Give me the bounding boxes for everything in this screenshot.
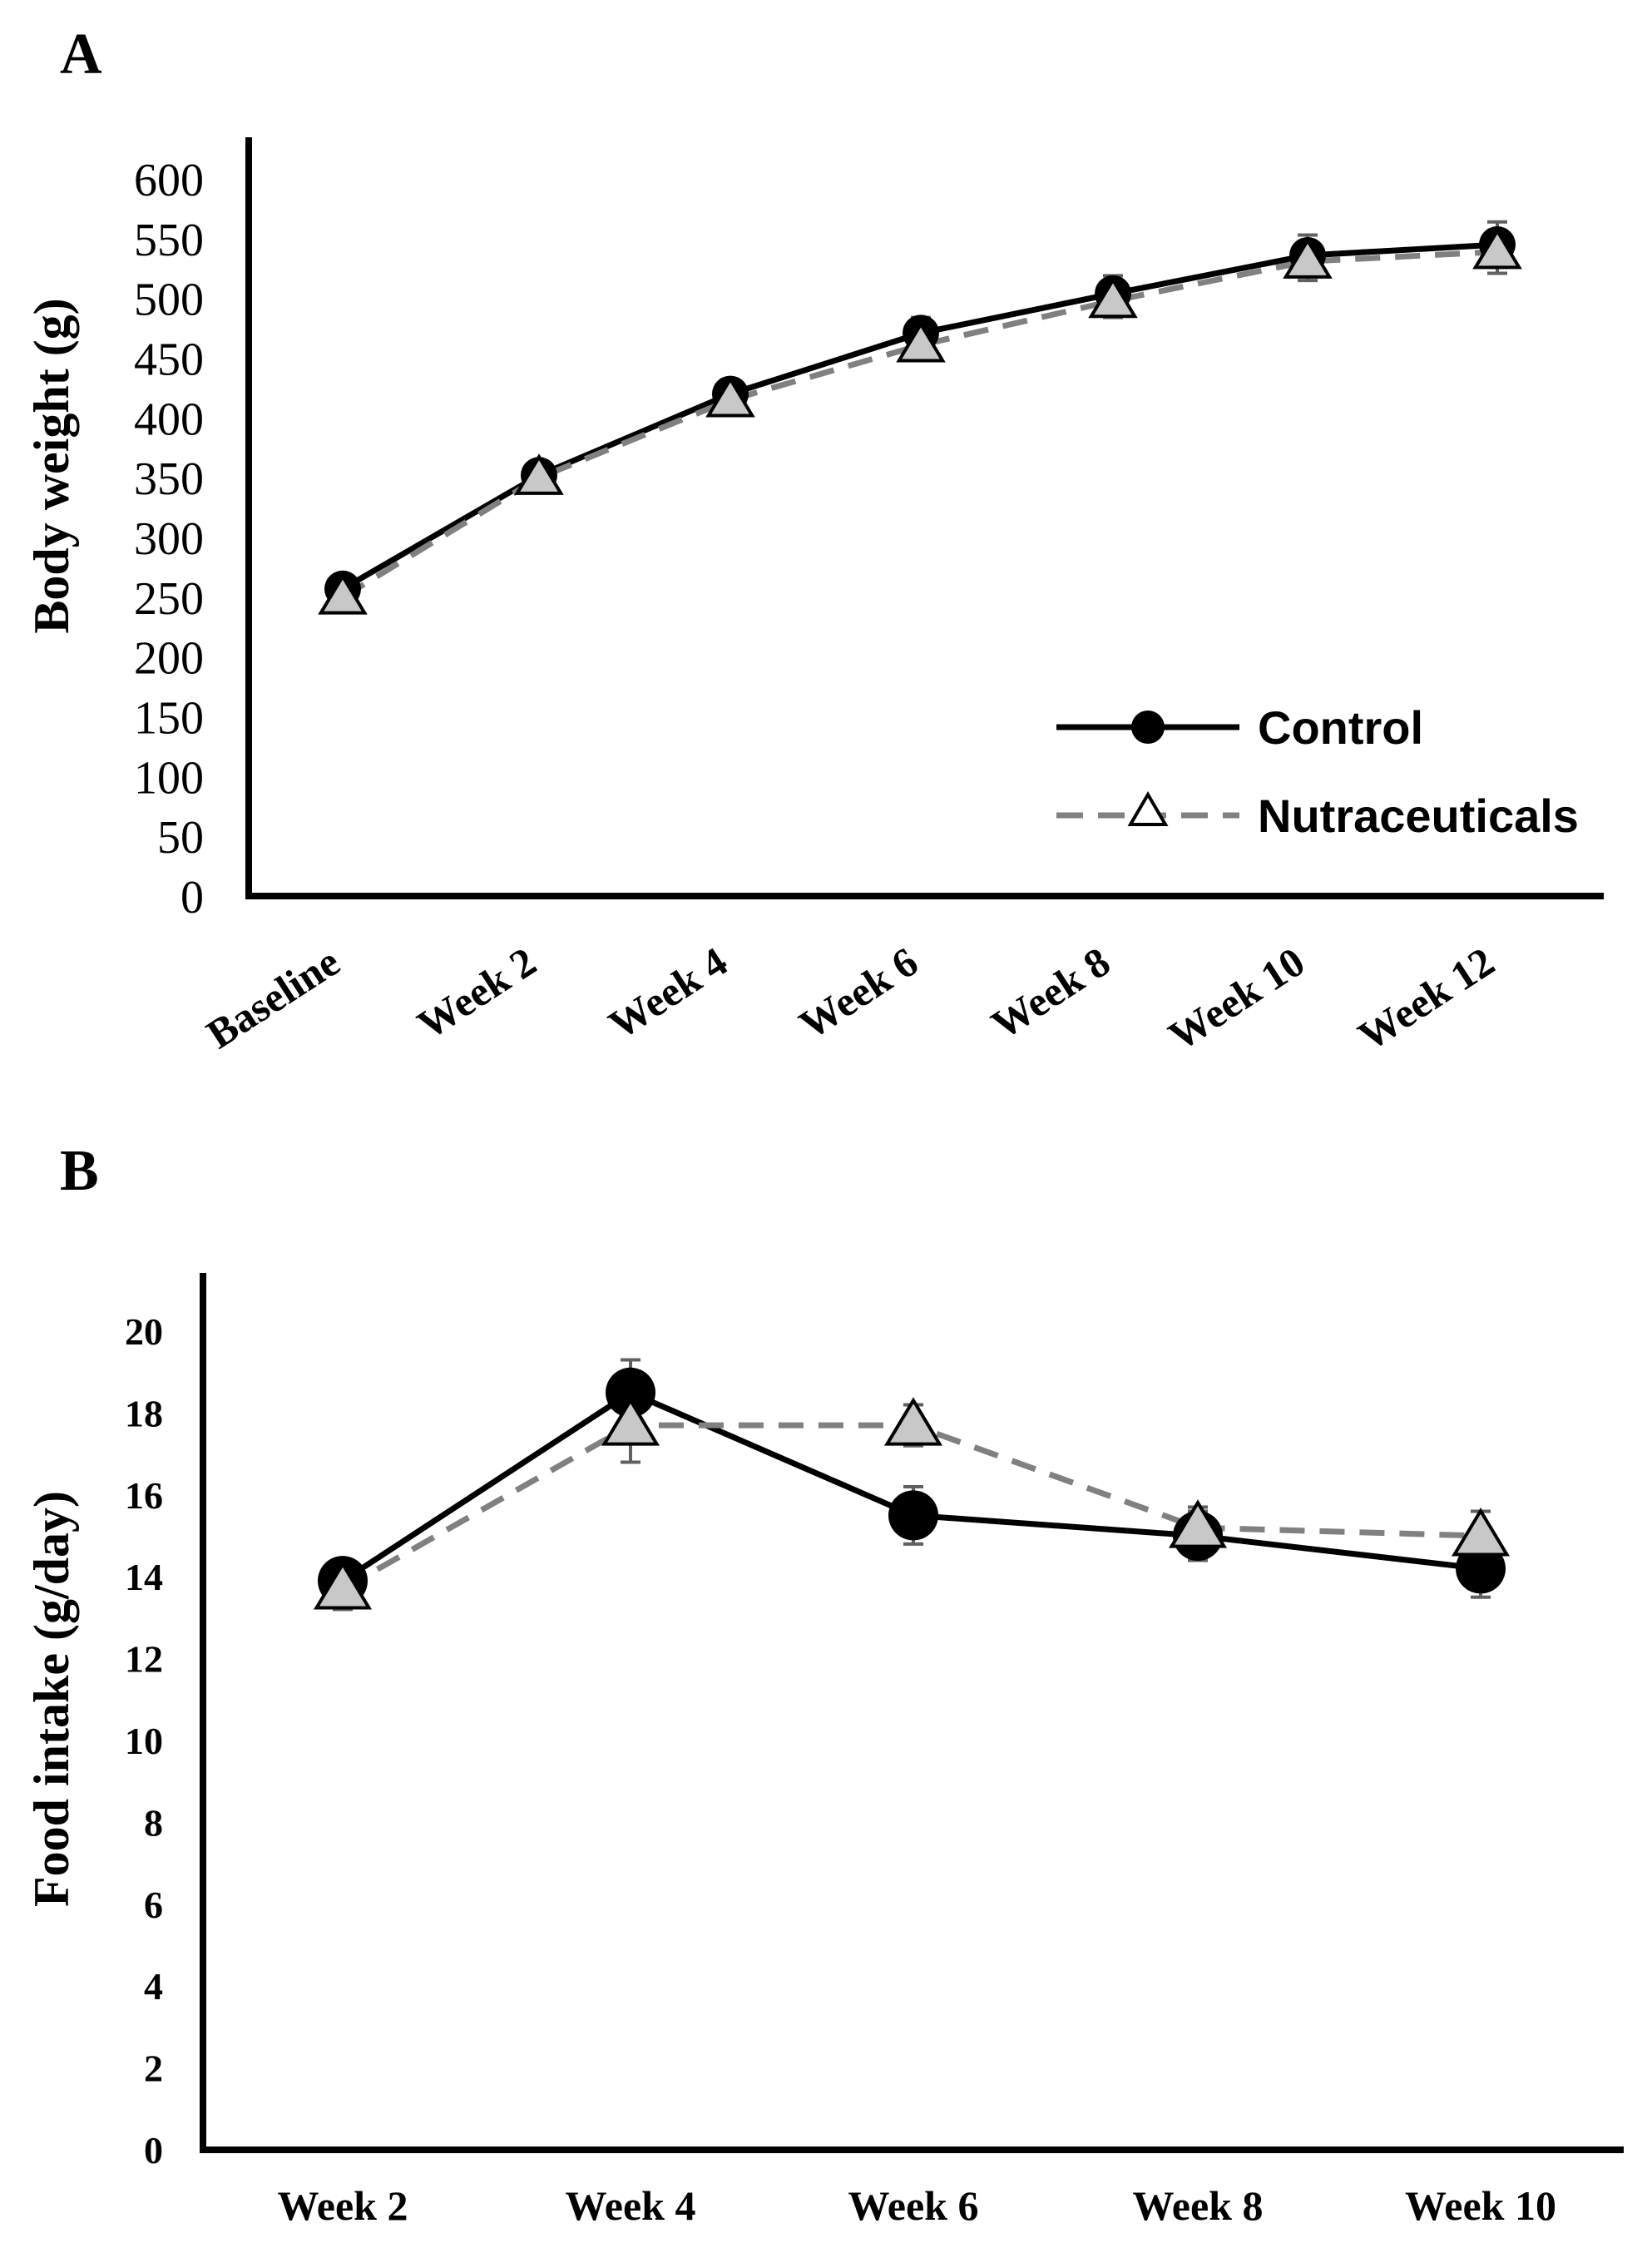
panel-a-nutraceuticals-point [896,320,946,363]
panel-b-y-tick-16: 16 [125,1474,163,1517]
panel-a-x-tick-week-2: Week 2 [409,938,544,1047]
panel-b-series [313,1358,1511,1612]
panel-a-y-tick-250: 250 [134,573,204,625]
panel-a-x-ticks: Baseline Week 2 Week 4 Week 6 Week 8 Week 10 W… [198,938,1502,1059]
legend-nutraceuticals-label: Nutraceuticals [1258,790,1579,842]
panel-b-control-point [606,1367,655,1418]
panel-b-y-axis-label: Food intake (g/day) [24,1491,79,1907]
panel-b-y-tick-4: 4 [144,1965,163,2008]
panel-b-nutraceuticals-point [313,1561,373,1610]
panel-a-legend: Control Nutraceuticals [1056,701,1579,842]
panel-b-y-tick-20: 20 [125,1310,163,1353]
panel-a-y-tick-600: 600 [134,155,204,206]
panel-a-series [318,220,1522,615]
panel-b-x-tick-week-4: Week 4 [566,2182,696,2229]
panel-b-y-tick-6: 6 [144,1884,163,1926]
panel-b-y-tick-0: 0 [144,2129,163,2171]
panel-b-x-tick-week-8: Week 8 [1133,2182,1264,2229]
panel-b-x-tick-week-6: Week 6 [848,2182,979,2229]
panel-a-control-line [341,241,1498,592]
panel-a: A Body weight (g) 0 50 100 150 200 250 300 350 4… [24,22,1604,1059]
panel-b-y-ticks: 0 2 4 6 8 10 12 14 16 18 20 [125,1310,163,2171]
legend-control-label: Control [1258,701,1423,754]
panel-a-x-tick-week-6: Week 6 [791,938,926,1047]
panel-a-nutraceuticals-point [318,572,368,615]
panel-b-y-tick-2: 2 [144,2047,163,2090]
panel-a-nutraceuticals-point [1472,227,1522,270]
panel-b-nutraceuticals-point [1168,1499,1228,1548]
panel-b-y-tick-12: 12 [125,1638,163,1681]
panel-a-y-ticks: 0 50 100 150 200 250 300 350 400 450 500 550 600 [134,155,204,923]
panel-a-axes [245,137,1604,899]
panel-a-y-tick-450: 450 [134,334,204,386]
panel-a-x-tick-week-8: Week 8 [983,938,1118,1047]
panel-a-y-tick-50: 50 [157,812,204,864]
panel-a-y-tick-400: 400 [134,394,204,445]
panel-a-x-tick-week-12: Week 12 [1350,938,1502,1059]
panel-a-x-tick-week-10: Week 10 [1160,938,1313,1059]
panel-a-y-tick-550: 550 [134,215,204,266]
panel-a-nutraceuticals-point [705,375,755,418]
panel-a-nutraceuticals-point [1088,276,1138,319]
panel-b-nutraceuticals-point [1451,1508,1511,1557]
panel-b-x-tick-week-10: Week 10 [1405,2182,1556,2229]
panel-a-nutraceuticals-point [514,453,564,495]
panel-a-x-tick-baseline: Baseline [198,938,348,1057]
panel-a-y-tick-300: 300 [134,513,204,565]
panel-a-nutraceuticals-line [341,249,1498,600]
panel-b-y-tick-10: 10 [125,1720,163,1762]
panel-b-axes [200,1273,1624,2153]
panel-b-control-point [888,1490,938,1541]
panel-b-y-tick-14: 14 [125,1556,163,1598]
panel-a-y-tick-350: 350 [134,453,204,505]
panel-b-y-tick-8: 8 [144,1801,163,1844]
panel-a-y-tick-0: 0 [181,872,204,923]
panel-a-y-tick-500: 500 [134,275,204,326]
panel-a-y-tick-100: 100 [134,752,204,804]
panel-a-nutraceuticals-point [1283,237,1333,279]
panel-b-nutraceuticals-point [601,1397,660,1446]
panel-b-label: B [60,1139,99,1203]
panel-b-nutraceuticals-point [883,1397,943,1446]
panel-b: B Food intake (g/day) 02468101214161820 … [24,1139,1624,2229]
panel-a-y-tick-200: 200 [134,633,204,685]
panel-b-x-tick-week-2: Week 2 [278,2182,408,2229]
legend-control-marker [1131,711,1165,744]
legend-nutraceuticals-marker [1127,791,1169,826]
panel-a-label: A [60,22,102,87]
panel-b-y-tick-18: 18 [125,1392,163,1434]
panel-a-x-tick-week-4: Week 4 [601,938,735,1047]
panel-a-y-axis-label: Body weight (g) [24,298,79,633]
panel-b-x-ticks: Week 2 Week 4 Week 6 Week 8 Week 10 [278,2182,1556,2229]
panel-a-y-tick-150: 150 [134,693,204,745]
